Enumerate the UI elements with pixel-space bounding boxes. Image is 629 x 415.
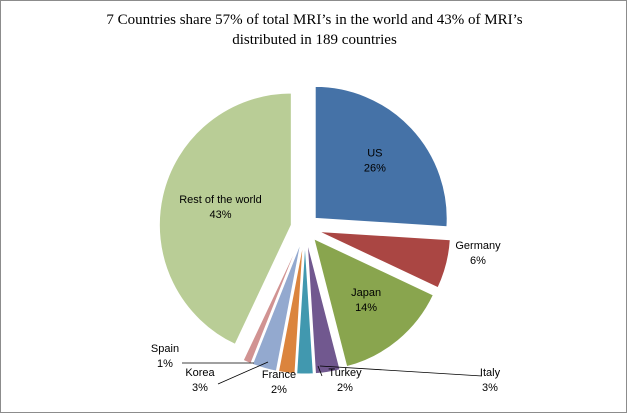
slice-label-germany: Germany 6% [455,240,501,267]
leader-line-italy [319,365,483,377]
slice-value-spain: 1% [157,358,173,370]
slice-name-korea: Korea [185,367,215,379]
slice-name-japan: Japan [351,287,381,299]
slice-label-rest-of-the-world: Rest of the world 43% [179,194,262,221]
slice-name-rest-of-the-world: Rest of the world [179,194,262,206]
slice-name-italy: Italy [480,367,501,379]
slice-name-us: US [367,147,382,159]
slice-value-turkey: 2% [337,382,353,394]
pie-slice-us [314,85,448,228]
pie-slice-spain [242,240,300,365]
slice-value-korea: 3% [192,382,208,394]
chart-title: 7 Countries share 57% of total MRI’s in … [0,10,629,50]
slice-name-spain: Spain [151,343,179,355]
slice-value-us: 26% [364,162,386,174]
slice-name-germany: Germany [455,240,501,252]
leader-line-korea [217,361,269,385]
slice-label-spain: Spain 1% [151,343,179,370]
slice-name-france: France [262,369,296,381]
slice-label-japan: Japan 14% [351,287,381,314]
pie-slice-japan [313,237,435,368]
slice-value-rest-of-the-world: 43% [209,209,231,221]
chart-title-line-1: 7 Countries share 57% of total MRI’s in … [106,12,523,28]
slice-label-france: France 2% [262,369,296,396]
slice-value-japan: 14% [355,302,377,314]
leader-line-turkey [317,365,323,377]
chart-title-line-2: distributed in 189 countries [232,32,397,48]
slice-label-us: US 26% [364,147,386,174]
slice-label-turkey: Turkey 2% [328,367,362,394]
pie-slice-turkey [296,241,314,375]
slice-name-turkey: Turkey [328,367,362,379]
slice-value-germany: 6% [470,255,486,267]
pie-slice-italy [306,241,341,375]
slice-label-italy: Italy 3% [480,367,501,394]
pie-slice-korea [251,241,302,372]
slice-label-korea: Korea 3% [185,367,215,394]
pie-slice-germany [318,230,451,289]
pie-slice-france [277,241,304,375]
slice-value-italy: 3% [482,382,498,394]
pie-slice-rest-of-the-world [158,92,292,346]
slice-value-france: 2% [271,384,287,396]
